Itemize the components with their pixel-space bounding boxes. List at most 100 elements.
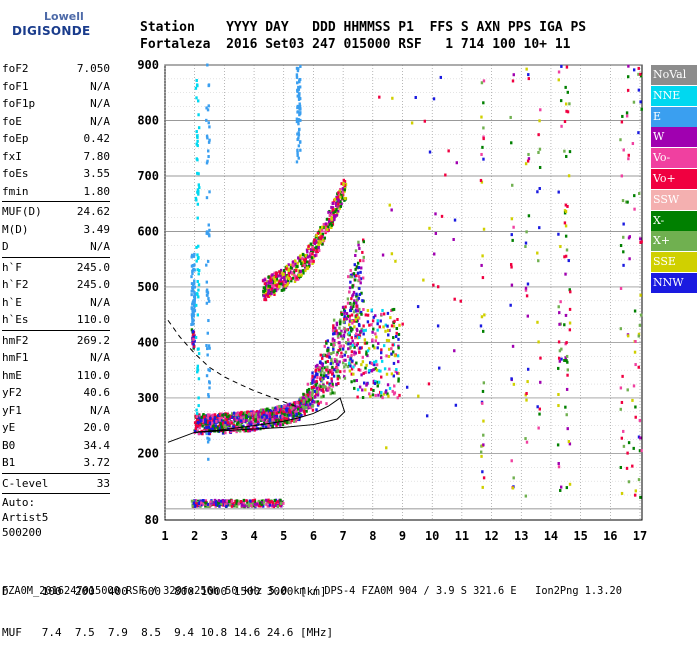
echo-point: [391, 350, 395, 354]
echo-point: [302, 405, 305, 409]
echo-point: [338, 345, 341, 349]
echo-point: [235, 499, 239, 503]
echo-point: [360, 291, 363, 295]
echo-point: [253, 428, 257, 432]
echo-point: [235, 413, 238, 417]
echo-point: [480, 444, 483, 448]
echo-point: [251, 499, 255, 503]
echo-point: [396, 354, 400, 358]
echo-point: [278, 423, 282, 427]
echo-point: [271, 273, 274, 277]
y-tick-label: 800: [137, 113, 159, 127]
echo-point: [196, 368, 200, 372]
x-tick-label: 16: [603, 529, 617, 543]
echo-point: [191, 332, 195, 336]
echo-point: [329, 384, 333, 388]
echo-point: [355, 294, 358, 298]
echo-point: [319, 400, 323, 404]
echo-point: [195, 412, 199, 416]
echo-point: [368, 323, 371, 327]
echo-point: [345, 328, 348, 332]
echo-point: [330, 352, 333, 356]
echo-point: [262, 424, 265, 428]
echo-point: [536, 405, 539, 409]
echo-point: [282, 288, 285, 292]
echo-point: [416, 305, 420, 309]
echo-point: [311, 261, 314, 265]
echo-point: [298, 127, 301, 131]
echo-point: [335, 332, 338, 336]
echo-point: [349, 357, 352, 361]
echo-point: [481, 276, 485, 280]
echo-point: [319, 226, 322, 230]
echo-point: [564, 254, 568, 258]
echo-point: [339, 204, 343, 208]
echo-point: [206, 136, 209, 140]
echo-point: [192, 312, 195, 316]
echo-point: [279, 268, 283, 272]
echo-point: [392, 307, 396, 311]
echo-point: [301, 257, 304, 261]
echo-point: [524, 288, 528, 292]
param-name: h`F2: [2, 278, 29, 291]
echo-point: [482, 476, 486, 480]
echo-point: [292, 409, 295, 413]
echo-point: [374, 332, 377, 336]
y-tick-label: 300: [137, 391, 159, 405]
echo-point: [483, 313, 486, 317]
echo-point: [333, 214, 336, 218]
echo-point: [206, 440, 210, 444]
echo-point: [342, 358, 346, 362]
echo-point: [377, 380, 381, 384]
echo-point: [639, 72, 642, 76]
echo-point: [539, 356, 542, 360]
echo-point: [512, 382, 516, 386]
echo-point: [349, 309, 352, 313]
echo-point: [377, 393, 380, 397]
echo-point: [286, 407, 289, 411]
echo-point: [349, 355, 353, 359]
echo-point: [355, 274, 358, 278]
echo-point: [568, 442, 572, 446]
echo-point: [333, 210, 337, 214]
echo-point: [356, 336, 360, 340]
echo-point: [270, 280, 274, 284]
echo-point: [261, 426, 264, 430]
echo-point: [312, 385, 316, 389]
echo-point: [242, 424, 245, 428]
echo-point: [218, 412, 222, 416]
echo-point: [330, 225, 333, 229]
echo-point: [310, 256, 314, 260]
echo-point: [201, 424, 204, 428]
echo-point: [205, 134, 209, 138]
echo-point: [276, 274, 280, 278]
footer-info: FZA0M_2016247015000.RSF / 320fx256h 50 k…: [2, 585, 622, 597]
echo-point: [311, 374, 314, 378]
echo-point: [356, 342, 359, 346]
echo-point: [325, 217, 329, 221]
param-name: B1: [2, 456, 16, 469]
echo-point: [287, 271, 291, 275]
echo-point: [383, 392, 386, 396]
echo-point: [252, 502, 255, 506]
echo-point: [265, 283, 269, 287]
echo-point: [289, 420, 292, 424]
echo-point: [295, 412, 298, 416]
echo-point: [246, 414, 250, 418]
echo-point: [315, 408, 318, 412]
echo-point: [337, 331, 340, 335]
echo-point: [315, 390, 319, 394]
echo-point: [299, 148, 302, 152]
echo-point: [510, 141, 513, 145]
echo-point: [358, 385, 362, 389]
echo-point: [297, 118, 301, 122]
echo-point: [349, 280, 352, 284]
echo-point: [317, 402, 320, 406]
echo-point: [371, 344, 375, 348]
param-value: 110.0: [76, 368, 110, 382]
echo-point: [279, 410, 283, 414]
echo-point: [220, 425, 224, 429]
echo-point: [192, 318, 195, 322]
echo-point: [245, 499, 248, 503]
echo-point: [563, 358, 566, 362]
